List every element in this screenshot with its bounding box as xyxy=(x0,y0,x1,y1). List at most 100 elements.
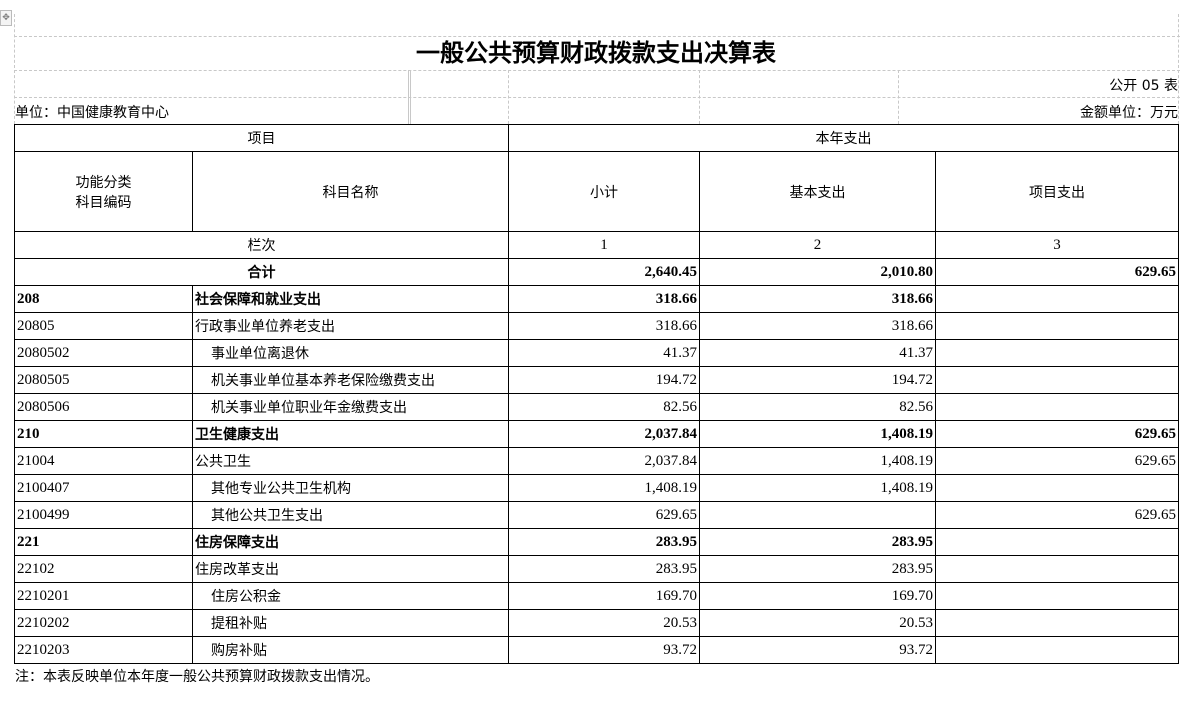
cell-basic xyxy=(699,501,936,529)
cell-name: 公共卫生 xyxy=(192,447,509,475)
cell-basic: 1,408.19 xyxy=(699,474,936,502)
cell-project xyxy=(934,285,1180,313)
cell-code: 210 xyxy=(14,420,193,448)
footnote: 注：本表反映单位本年度一般公共预算财政拨款支出情况。 xyxy=(15,669,379,685)
cell-code: 2080502 xyxy=(14,339,193,367)
cell-code: 2210203 xyxy=(14,636,193,664)
gridline xyxy=(1178,14,1179,124)
header-item: 项目 xyxy=(14,124,509,152)
cell-basic: 318.66 xyxy=(699,312,936,340)
cell-subtotal: 629.65 xyxy=(508,501,700,529)
cell-basic: 1,408.19 xyxy=(699,420,936,448)
cell-code: 2210201 xyxy=(14,582,193,610)
cell-basic: 194.72 xyxy=(699,366,936,394)
table-row: 2080505 机关事业单位基本养老保险缴费支出 194.72 194.72 xyxy=(14,366,1180,394)
cell-project xyxy=(934,528,1180,556)
header-basic: 基本支出 xyxy=(699,151,936,232)
cell-code: 20805 xyxy=(14,312,193,340)
gridline xyxy=(408,70,411,124)
total-label: 合计 xyxy=(14,258,509,286)
cell-name: 机关事业单位基本养老保险缴费支出 xyxy=(192,366,509,394)
cell-subtotal: 93.72 xyxy=(508,636,700,664)
table-row: 2100499 其他公共卫生支出 629.65 629.65 xyxy=(14,501,1180,529)
cell-project: 629.65 xyxy=(934,447,1180,475)
cell-basic: 283.95 xyxy=(699,528,936,556)
gridline xyxy=(898,70,899,124)
cell-subtotal: 318.66 xyxy=(508,312,700,340)
table-row: 2100407 其他专业公共卫生机构 1,408.19 1,408.19 xyxy=(14,474,1180,502)
header-current-year: 本年支出 xyxy=(507,124,1180,152)
cell-subtotal: 2,037.84 xyxy=(508,447,700,475)
gridline xyxy=(14,97,1180,98)
cell-name: 机关事业单位职业年金缴费支出 xyxy=(192,393,509,421)
header-project: 项目支出 xyxy=(934,151,1180,232)
unit-label: 单位：中国健康教育中心 xyxy=(15,105,169,121)
money-unit-label: 金额单位：万元 xyxy=(1080,105,1178,121)
table-row: 208 社会保障和就业支出 318.66 318.66 xyxy=(14,285,1180,313)
total-subtotal: 2,640.45 xyxy=(508,258,700,286)
cell-code: 2100407 xyxy=(14,474,193,502)
table-move-handle-icon[interactable]: ✥ xyxy=(0,10,12,26)
header-code: 功能分类 科目编码 xyxy=(14,151,193,232)
cell-name: 事业单位离退休 xyxy=(192,339,509,367)
cell-subtotal: 318.66 xyxy=(508,285,700,313)
table-row: 221 住房保障支出 283.95 283.95 xyxy=(14,528,1180,556)
cell-basic: 318.66 xyxy=(699,285,936,313)
cell-name: 提租补贴 xyxy=(192,609,509,637)
gridline xyxy=(14,70,1180,71)
col-index-1: 1 xyxy=(508,231,700,259)
page-title: 一般公共预算财政拨款支出决算表 xyxy=(416,38,776,67)
cell-project xyxy=(934,609,1180,637)
cell-basic: 283.95 xyxy=(699,555,936,583)
cell-subtotal: 283.95 xyxy=(508,528,700,556)
cell-basic: 169.70 xyxy=(699,582,936,610)
cell-code: 208 xyxy=(14,285,193,313)
col-index-3: 3 xyxy=(934,231,1180,259)
table-row: 210 卫生健康支出 2,037.84 1,408.19 629.65 xyxy=(14,420,1180,448)
header-subtotal: 小计 xyxy=(508,151,700,232)
cell-code: 2080506 xyxy=(14,393,193,421)
cell-subtotal: 1,408.19 xyxy=(508,474,700,502)
cell-name: 住房保障支出 xyxy=(192,528,509,556)
gridline xyxy=(14,14,15,124)
cell-basic: 1,408.19 xyxy=(699,447,936,475)
total-project: 629.65 xyxy=(934,258,1180,286)
cell-subtotal: 2,037.84 xyxy=(508,420,700,448)
cell-subtotal: 41.37 xyxy=(508,339,700,367)
cell-name: 其他专业公共卫生机构 xyxy=(192,474,509,502)
cell-project xyxy=(934,636,1180,664)
cell-project: 629.65 xyxy=(934,501,1180,529)
cell-project xyxy=(934,366,1180,394)
budget-table: 项目 本年支出 功能分类 科目编码 科目名称 小计 基本支出 项目支出 栏次 1 … xyxy=(14,124,1180,664)
header-code-line2: 科目编码 xyxy=(75,194,132,211)
gridline xyxy=(14,36,1180,37)
cell-project xyxy=(934,393,1180,421)
col-index-2: 2 xyxy=(699,231,936,259)
cell-subtotal: 194.72 xyxy=(508,366,700,394)
cell-subtotal: 82.56 xyxy=(508,393,700,421)
gridline xyxy=(699,70,700,124)
cell-basic: 82.56 xyxy=(699,393,936,421)
table-row: 22102 住房改革支出 283.95 283.95 xyxy=(14,555,1180,583)
cell-code: 2100499 xyxy=(14,501,193,529)
cell-project xyxy=(934,474,1180,502)
table-row: 20805 行政事业单位养老支出 318.66 318.66 xyxy=(14,312,1180,340)
cell-code: 2080505 xyxy=(14,366,193,394)
gridline xyxy=(508,70,509,124)
form-number: 公开 05 表 xyxy=(1109,78,1178,94)
total-basic: 2,010.80 xyxy=(699,258,936,286)
cell-subtotal: 169.70 xyxy=(508,582,700,610)
table-row: 2080506 机关事业单位职业年金缴费支出 82.56 82.56 xyxy=(14,393,1180,421)
cell-code: 21004 xyxy=(14,447,193,475)
table-row: 2080502 事业单位离退休 41.37 41.37 xyxy=(14,339,1180,367)
col-index-label: 栏次 xyxy=(14,231,509,259)
cell-project xyxy=(934,339,1180,367)
cell-basic: 41.37 xyxy=(699,339,936,367)
cell-code: 2210202 xyxy=(14,609,193,637)
cell-project xyxy=(934,312,1180,340)
cell-code: 221 xyxy=(14,528,193,556)
cell-code: 22102 xyxy=(14,555,193,583)
cell-basic: 93.72 xyxy=(699,636,936,664)
cell-name: 社会保障和就业支出 xyxy=(192,285,509,313)
cell-name: 住房公积金 xyxy=(192,582,509,610)
